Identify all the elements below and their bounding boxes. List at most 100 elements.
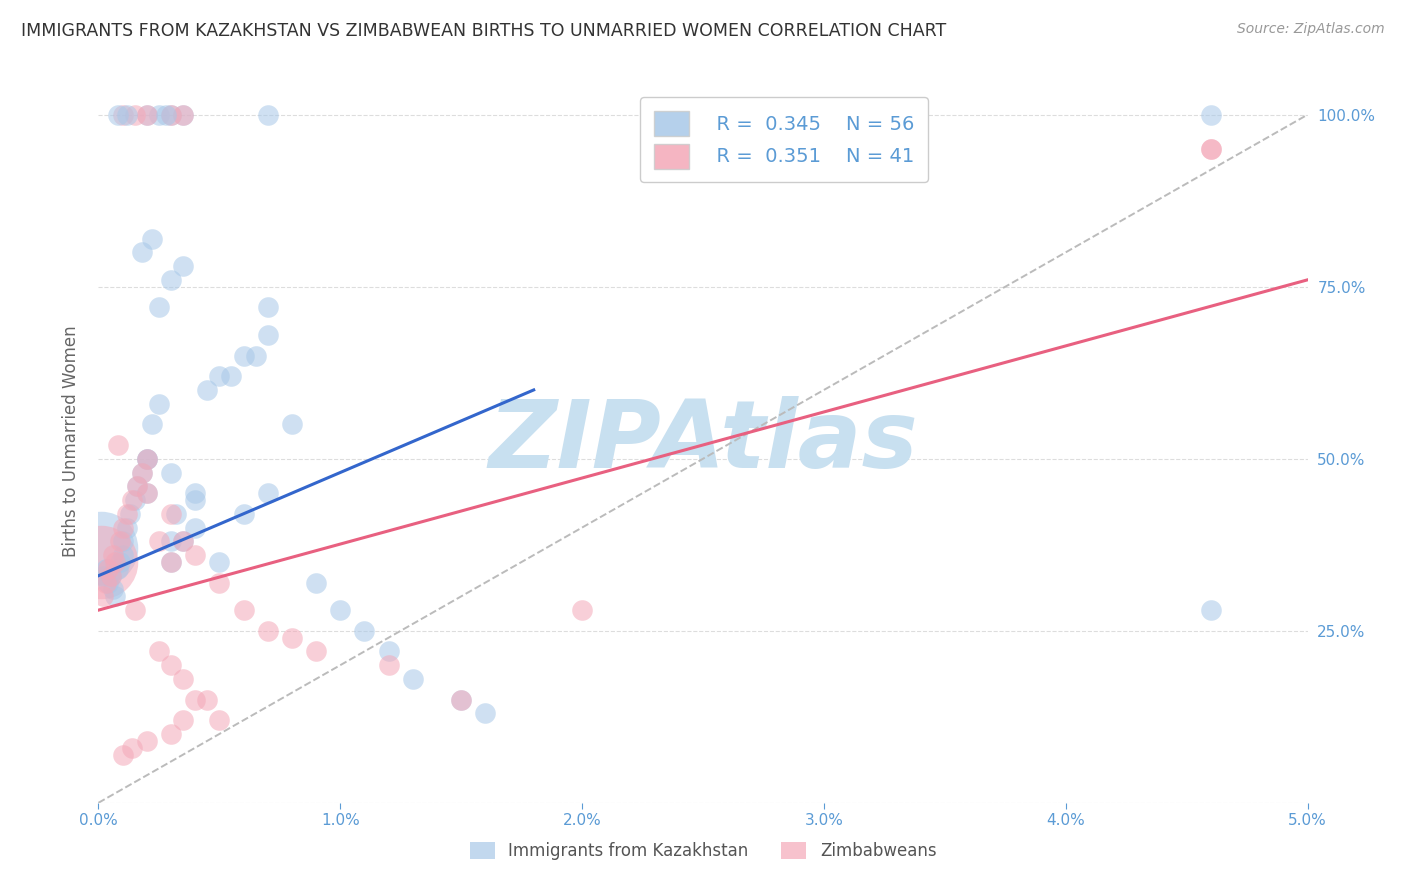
Point (281, 631, 304, 645)
Point (172, 713, 194, 727)
Point (124, 493, 146, 508)
Point (184, 486, 207, 500)
Point (256, 108, 278, 122)
Point (90, 541, 112, 556)
Point (208, 369, 231, 384)
Point (111, 534, 134, 549)
Point (184, 692, 207, 706)
Point (232, 603, 254, 617)
Point (135, 486, 157, 500)
Point (402, 672, 425, 686)
Point (101, 548, 124, 562)
Point (160, 658, 183, 673)
Point (450, 692, 472, 706)
Point (281, 417, 304, 432)
Point (107, 562, 129, 576)
Point (160, 466, 183, 480)
Point (1199, 603, 1222, 617)
Point (104, 555, 127, 569)
Point (221, 369, 243, 384)
Point (108, 534, 131, 549)
Point (208, 555, 231, 569)
Point (184, 548, 207, 562)
Point (256, 486, 278, 500)
Point (135, 108, 157, 122)
Point (305, 644, 328, 658)
Point (94, 562, 117, 576)
Point (148, 301, 170, 315)
Point (148, 534, 170, 549)
Point (1199, 108, 1222, 122)
Point (135, 486, 157, 500)
Point (172, 672, 194, 686)
Point (160, 273, 183, 287)
Point (172, 534, 194, 549)
Legend: Immigrants from Kazakhstan, Zimbabweans: Immigrants from Kazakhstan, Zimbabweans (463, 835, 943, 867)
Point (131, 466, 153, 480)
Point (195, 692, 218, 706)
Y-axis label: Births to Unmarried Women: Births to Unmarried Women (62, 326, 80, 558)
Text: ZIPAtlas: ZIPAtlas (488, 395, 918, 488)
Point (172, 259, 194, 273)
Point (121, 493, 143, 508)
Point (256, 327, 278, 342)
Point (135, 451, 157, 466)
Point (353, 624, 375, 638)
Point (90, 555, 112, 569)
Point (172, 534, 194, 549)
Point (107, 438, 129, 452)
Point (100, 568, 122, 582)
Point (474, 706, 496, 721)
Point (135, 734, 157, 748)
Point (97, 562, 120, 576)
Point (160, 534, 183, 549)
Point (160, 555, 183, 569)
Point (208, 575, 231, 590)
Point (184, 520, 207, 534)
Point (101, 582, 124, 597)
Point (148, 397, 170, 411)
Point (377, 658, 399, 673)
Point (108, 555, 131, 569)
Text: IMMIGRANTS FROM KAZAKHSTAN VS ZIMBABWEAN BIRTHS TO UNMARRIED WOMEN CORRELATION C: IMMIGRANTS FROM KAZAKHSTAN VS ZIMBABWEAN… (21, 22, 946, 40)
Point (172, 108, 194, 122)
Point (329, 603, 352, 617)
Point (232, 507, 254, 521)
Point (135, 451, 157, 466)
Point (117, 520, 139, 534)
Point (160, 108, 183, 122)
Point (184, 493, 207, 508)
Point (141, 417, 163, 432)
Point (111, 520, 134, 534)
Point (155, 108, 177, 122)
Point (256, 301, 278, 315)
Point (111, 548, 134, 562)
Point (107, 108, 129, 122)
Point (450, 692, 472, 706)
Point (94, 575, 117, 590)
Point (305, 575, 328, 590)
Point (111, 108, 134, 122)
Point (91, 590, 114, 604)
Point (160, 108, 183, 122)
Point (135, 451, 157, 466)
Point (377, 644, 399, 658)
Point (160, 727, 183, 741)
Point (245, 349, 267, 363)
Point (135, 108, 157, 122)
Point (91, 568, 114, 582)
Point (100, 568, 122, 582)
Point (571, 603, 593, 617)
Point (131, 466, 153, 480)
Point (121, 740, 143, 755)
Point (127, 479, 149, 493)
Point (111, 747, 134, 762)
Point (131, 245, 153, 260)
Point (117, 108, 139, 122)
Point (118, 507, 141, 521)
Point (195, 383, 218, 397)
Point (172, 108, 194, 122)
Point (124, 108, 146, 122)
Point (127, 479, 149, 493)
Point (256, 624, 278, 638)
